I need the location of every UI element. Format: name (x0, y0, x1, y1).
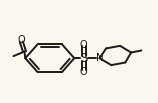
Text: O: O (18, 35, 25, 45)
Text: O: O (80, 40, 88, 50)
Text: N: N (96, 53, 103, 63)
Text: O: O (80, 67, 88, 77)
Text: S: S (80, 52, 87, 65)
